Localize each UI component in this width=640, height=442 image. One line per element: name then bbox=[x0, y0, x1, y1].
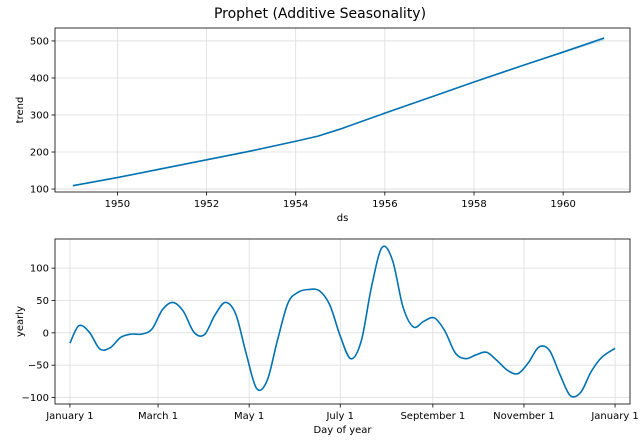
yearly-x-axis-label: Day of year bbox=[313, 425, 372, 436]
yearly-axes-frame bbox=[54, 238, 631, 405]
yearly-y-tick-label: −100 bbox=[22, 393, 49, 404]
yearly-grid bbox=[55, 239, 630, 404]
yearly-x-tick-label: May 1 bbox=[234, 411, 264, 422]
yearly-x-tick-label: November 1 bbox=[493, 411, 555, 422]
trend-x-tick-label: 1954 bbox=[283, 199, 308, 210]
trend-y-tick-label: 300 bbox=[30, 110, 49, 121]
yearly-x-tick-label: January 1 bbox=[45, 411, 93, 422]
trend-x-tick-label: 1960 bbox=[550, 199, 575, 210]
trend-y-tick-label: 400 bbox=[30, 73, 49, 84]
trend-x-axis-label: ds bbox=[337, 213, 349, 224]
yearly-y-tick-label: 50 bbox=[36, 296, 49, 307]
yearly-y-axis-label: yearly bbox=[15, 306, 26, 337]
trend-series-line bbox=[72, 37, 605, 187]
trend-axes-frame bbox=[54, 27, 631, 193]
yearly-y-tick-label: 100 bbox=[30, 264, 49, 275]
trend-y-tick-label: 100 bbox=[30, 185, 49, 196]
yearly-panel: January 1 March 1 May 1 July 1 September 1 No… bbox=[15, 238, 639, 436]
trend-uncertainty-band bbox=[72, 37, 605, 186]
yearly-y-tick-label: 0 bbox=[43, 328, 49, 339]
trend-panel: 1950 1952 1954 1956 1958 1960 100 200 300 400 500 d… bbox=[15, 27, 631, 224]
trend-y-tick-label: 500 bbox=[30, 36, 49, 47]
yearly-x-tick-label: July 1 bbox=[325, 411, 354, 422]
yearly-x-tick-label: September 1 bbox=[400, 411, 465, 422]
yearly-x-tick-label: January 1 bbox=[590, 411, 638, 422]
trend-y-axis-label: trend bbox=[15, 97, 26, 124]
trend-x-tick-label: 1956 bbox=[372, 199, 397, 210]
trend-grid bbox=[55, 28, 630, 192]
yearly-x-tick-label: March 1 bbox=[138, 411, 178, 422]
figure-title: Prophet (Additive Seasonality) bbox=[214, 6, 426, 22]
trend-y-tick-label: 200 bbox=[30, 148, 49, 159]
trend-x-tick-label: 1958 bbox=[461, 199, 486, 210]
trend-x-tick-label: 1950 bbox=[105, 199, 130, 210]
trend-x-tick-label: 1952 bbox=[194, 199, 219, 210]
yearly-series-line bbox=[69, 245, 616, 398]
yearly-y-tick-label: −50 bbox=[28, 361, 49, 372]
